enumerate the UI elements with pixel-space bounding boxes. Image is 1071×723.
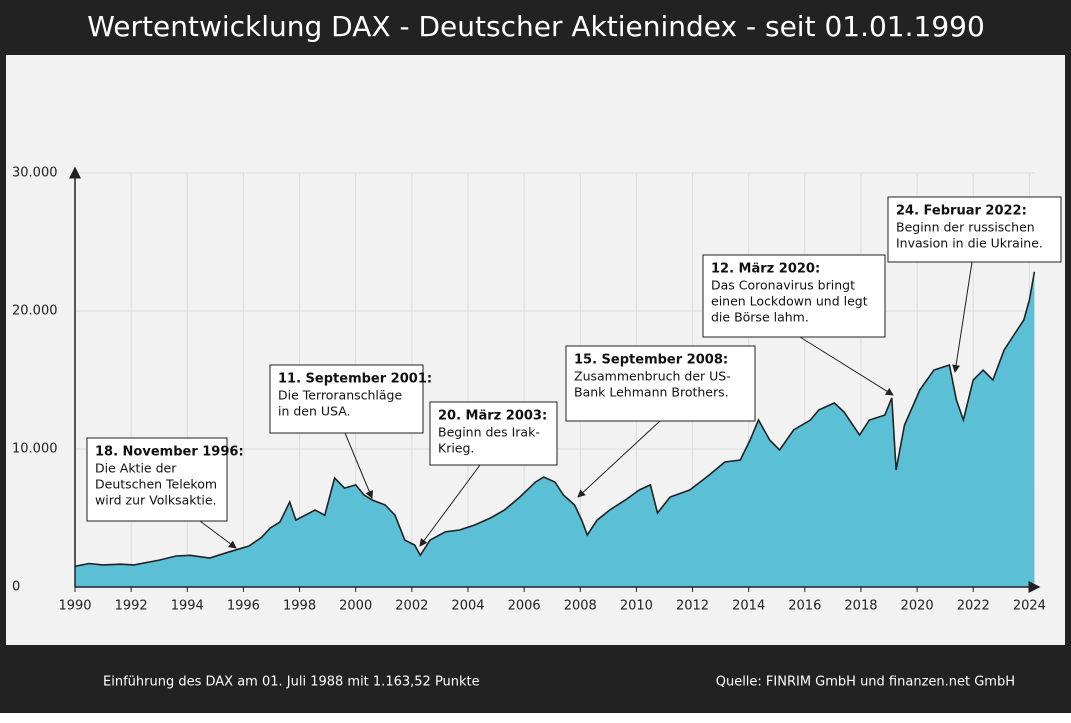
- annotation-text: Das Coronavirus bringt: [711, 278, 855, 293]
- y-tick-label: 0: [12, 580, 20, 595]
- chart-title: Wertentwicklung DAX - Deutscher Aktienin…: [87, 10, 985, 43]
- x-tick-label: 2022: [957, 599, 990, 614]
- annotation-text: Die Aktie der: [95, 461, 177, 476]
- annotation-text: Bank Lehmann Brothers.: [574, 385, 729, 400]
- annotation-box: [269, 364, 424, 434]
- x-tick-label: 1992: [115, 599, 148, 614]
- x-tick-label: 1990: [58, 599, 91, 614]
- footer-source: Quelle: FINRIM GmbH und finanzen.net Gmb…: [716, 675, 1015, 690]
- annotation-title: 18. November 1996:: [95, 445, 244, 460]
- annotation-box: [429, 401, 558, 466]
- annotation-text: Invasion in die Ukraine.: [896, 236, 1043, 251]
- annotation-arrow: [199, 520, 237, 549]
- x-tick-label: 2024: [1013, 599, 1046, 614]
- annotation-box: [565, 345, 756, 422]
- annotation-arrow: [952, 261, 973, 373]
- x-tick-label: 2020: [901, 599, 934, 614]
- annotation-text: wird zur Volksaktie.: [95, 493, 217, 508]
- annotation-text: Die Terroranschläge: [278, 388, 402, 403]
- line: [74, 271, 1036, 568]
- annotation-arrow: [577, 420, 661, 498]
- annotation-text: Deutschen Telekom: [95, 477, 217, 492]
- area: [75, 271, 1035, 587]
- annotation-title: 12. März 2020:: [711, 262, 820, 277]
- x-tick-label: 2016: [788, 599, 821, 614]
- annotation-text: die Börse lahm.: [711, 310, 809, 325]
- annotation-text: Zusammenbruch der US-: [574, 369, 731, 384]
- annotation-title: 15. September 2008:: [574, 353, 728, 368]
- x-tick-label: 2014: [732, 599, 765, 614]
- annotation-arrow: [799, 336, 894, 396]
- x-tick-label: 2006: [508, 599, 541, 614]
- x-tick-label: 1994: [171, 599, 204, 614]
- annotation-title: 20. März 2003:: [438, 409, 547, 424]
- annotation-title: 11. September 2001:: [278, 372, 432, 387]
- annotation-text: Beginn des Irak-: [438, 425, 540, 440]
- annotation-text: einen Lockdown und legt: [711, 294, 868, 309]
- annotation-arrow: [419, 464, 481, 547]
- annotation-title: 24. Februar 2022:: [896, 204, 1027, 219]
- annotation-box: [887, 196, 1062, 263]
- y-tick-label: 20.000: [12, 304, 58, 319]
- annotation-text: Krieg.: [438, 441, 474, 456]
- x-tick-label: 2010: [620, 599, 653, 614]
- y-tick-label: 30.000: [12, 166, 58, 181]
- x-tick-label: 2018: [844, 599, 877, 614]
- annotation-arrow: [344, 432, 374, 499]
- annotation-text: in den USA.: [278, 404, 351, 419]
- x-tick-label: 1996: [227, 599, 260, 614]
- x-tick-label: 1998: [283, 599, 316, 614]
- annotation-box: [702, 254, 886, 338]
- footer-note: Einführung des DAX am 01. Juli 1988 mit …: [103, 675, 480, 690]
- annotation-text: Beginn der russischen: [896, 220, 1035, 235]
- y-tick-label: 10.000: [12, 442, 58, 457]
- x-tick-label: 2000: [339, 599, 372, 614]
- x-tick-label: 2012: [676, 599, 709, 614]
- annotation-box: [86, 437, 228, 522]
- x-tick-label: 2004: [451, 599, 484, 614]
- x-tick-label: 2008: [564, 599, 597, 614]
- x-tick-label: 2002: [395, 599, 428, 614]
